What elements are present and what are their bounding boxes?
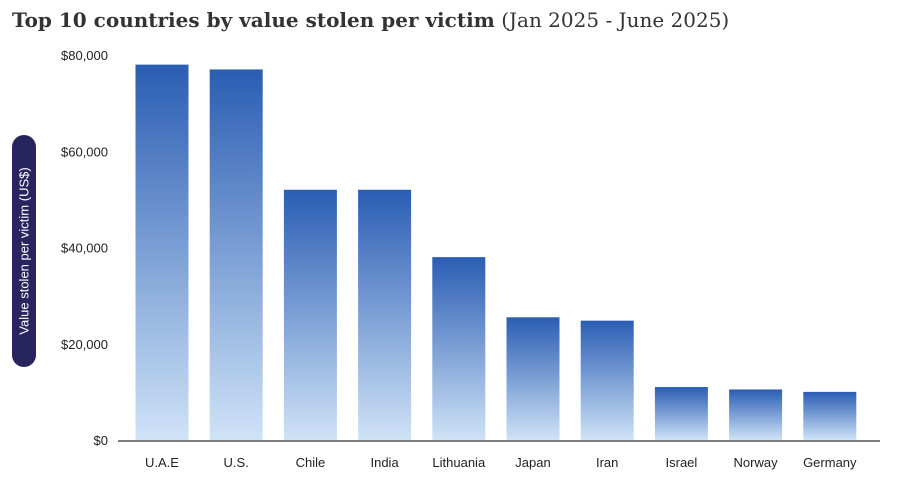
x-tick-label: Iran xyxy=(596,455,618,470)
chart-title-main: Top 10 countries by value stolen per vic… xyxy=(12,8,495,32)
bar-norway xyxy=(729,389,783,440)
x-tick-label: Israel xyxy=(666,455,698,470)
y-tick-label: $40,000 xyxy=(61,241,108,256)
y-tick-label: $20,000 xyxy=(61,337,108,352)
bar-iran xyxy=(580,320,634,440)
bar-lithuania xyxy=(432,257,486,440)
bar-japan xyxy=(506,317,560,440)
x-tick-label: Germany xyxy=(803,455,857,470)
x-tick-label: Japan xyxy=(515,455,550,470)
x-tick-label: India xyxy=(370,455,399,470)
bar-chile xyxy=(283,189,337,440)
x-tick-label: Lithuania xyxy=(432,455,486,470)
x-tick-label: U.A.E xyxy=(145,455,179,470)
bar-u-a-e xyxy=(135,64,189,440)
bar-germany xyxy=(803,391,857,440)
chart-title: Top 10 countries by value stolen per vic… xyxy=(12,8,729,32)
bar-u-s xyxy=(209,69,263,440)
y-tick-label: $0 xyxy=(94,433,108,448)
y-axis-label-badge: Value stolen per victim (US$) xyxy=(12,135,36,367)
y-tick-label: $60,000 xyxy=(61,144,108,159)
bar-india xyxy=(358,189,412,440)
x-tick-label: Norway xyxy=(734,455,779,470)
y-tick-label: $80,000 xyxy=(61,48,108,63)
x-tick-label: U.S. xyxy=(224,455,249,470)
bar-israel xyxy=(654,387,708,440)
chart-title-subtitle: (Jan 2025 - June 2025) xyxy=(501,8,730,32)
x-tick-label: Chile xyxy=(296,455,326,470)
